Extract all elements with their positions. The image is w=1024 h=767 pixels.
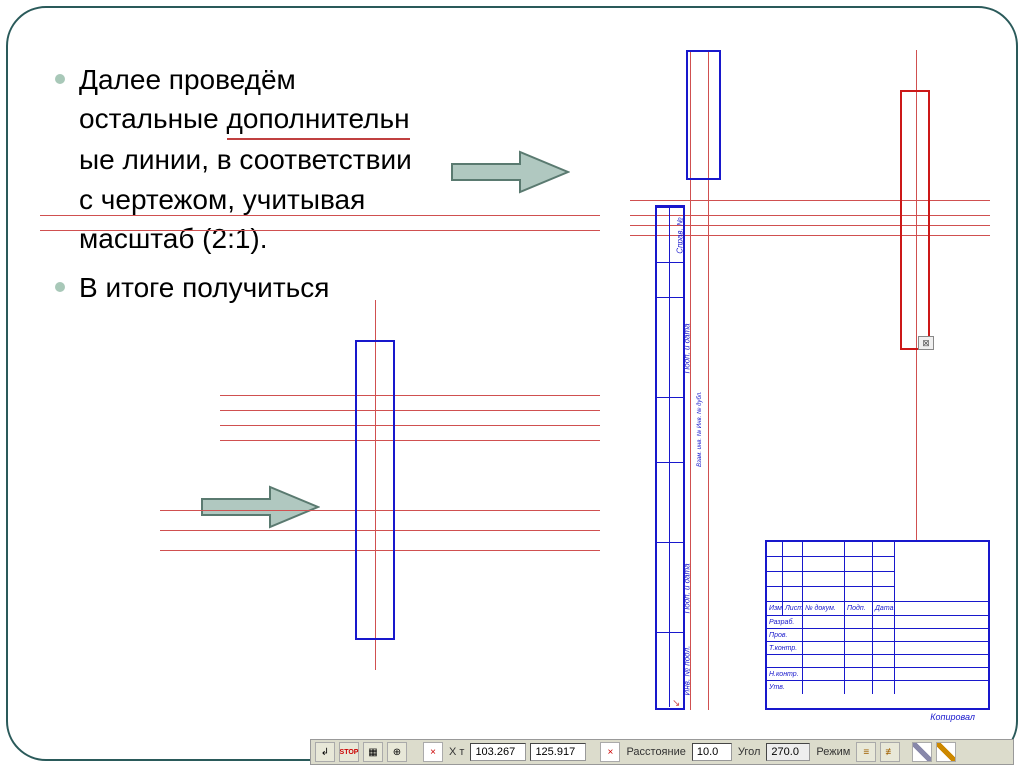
- copied-label: Копировал: [930, 712, 975, 722]
- bullet-dot-icon: [55, 282, 65, 292]
- side-stamp-label: Подп. и дата: [683, 323, 692, 373]
- construction-hline: [220, 440, 600, 441]
- tb-role: Пров.: [767, 629, 803, 641]
- tb-header: Лист: [783, 602, 803, 615]
- blue-rectangle-top: [686, 50, 721, 180]
- blue-rectangle-left: [355, 340, 395, 640]
- tb-header: № докум.: [803, 602, 845, 615]
- enter-button[interactable]: ↲: [315, 742, 335, 762]
- side-stamp-label: Инв. № подл.: [682, 646, 691, 696]
- construction-hline: [220, 425, 600, 426]
- tb-header: Изм.: [767, 602, 783, 615]
- origin-marker-icon: ↘: [672, 698, 680, 709]
- distance-field[interactable]: 10.0: [692, 743, 732, 761]
- y-coord-field[interactable]: 125.917: [530, 743, 586, 761]
- red-rectangle: [900, 90, 930, 350]
- arrow-right-1: [450, 150, 570, 194]
- tb-header: Подп.: [845, 602, 873, 615]
- side-stamp-label: Взам. инв. № Инв. № дубл.: [697, 391, 703, 467]
- tb-role: Утв.: [767, 681, 803, 694]
- bullet-dot-icon: [55, 74, 65, 84]
- tb-role: Н.контр.: [767, 668, 803, 680]
- angle-label: Угол: [736, 746, 763, 758]
- title-block: Изм. Лист № докум. Подп. Дата Разраб. Пр…: [765, 540, 990, 710]
- x-coord-field[interactable]: 103.267: [470, 743, 526, 761]
- mode-button-1[interactable]: ≡: [856, 742, 876, 762]
- grid-toggle-button[interactable]: ▦: [363, 742, 383, 762]
- tb-role: Т.контр.: [767, 642, 803, 654]
- x-coord-label: ×: [423, 742, 443, 762]
- x-label: X т: [447, 746, 466, 758]
- side-stamp-label: Подп. и дата: [683, 563, 692, 613]
- tb-role: [767, 655, 803, 667]
- status-bar: ↲ STOP ▦ ⊕ × X т 103.267 125.917 × Расст…: [310, 739, 1014, 765]
- mode-label: Режим: [814, 746, 852, 758]
- dist-icon: ×: [600, 742, 620, 762]
- mode-button-2[interactable]: ≢: [880, 742, 900, 762]
- snap-toggle-button[interactable]: ⊕: [387, 742, 407, 762]
- tb-role: Разраб.: [767, 616, 803, 628]
- left-construction-drawing: [260, 200, 610, 680]
- stop-button[interactable]: STOP: [339, 742, 359, 762]
- anchor-marker-icon: ⊠: [918, 336, 934, 350]
- construction-hline: [220, 410, 600, 411]
- side-stamp-label: Справ. №: [676, 217, 685, 253]
- construction-hline: [40, 230, 600, 231]
- dist-label: Расстояние: [624, 746, 687, 758]
- underlined-word: дополнительн: [227, 99, 410, 140]
- construction-hline: [630, 200, 990, 201]
- cad-drawing-area: ⊠ Справ. № Подп. и дата Взам. инв. № Инв…: [630, 50, 990, 710]
- tb-header: Дата: [873, 602, 895, 615]
- hatch-button-2[interactable]: [936, 742, 956, 762]
- hatch-button-1[interactable]: [912, 742, 932, 762]
- angle-field[interactable]: 270.0: [766, 743, 810, 761]
- side-stamp: Справ. № Подп. и дата Взам. инв. № Инв. …: [655, 205, 685, 710]
- construction-hline: [220, 395, 600, 396]
- construction-hline: [40, 215, 600, 216]
